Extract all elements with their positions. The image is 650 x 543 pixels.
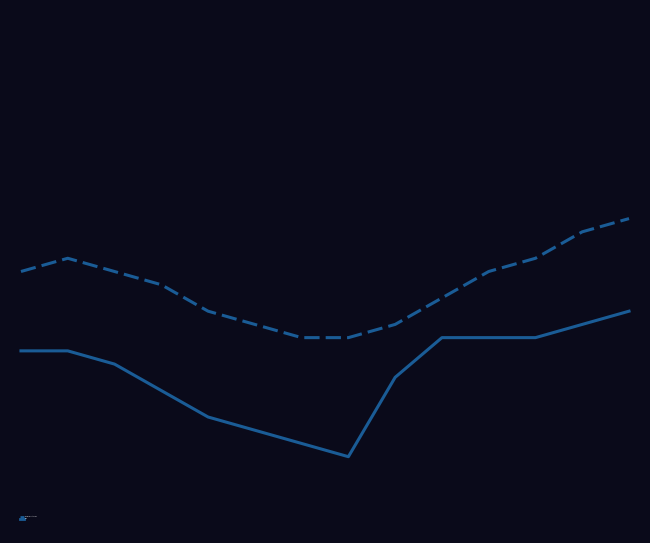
Legend: Government-wide, DHS: Government-wide, DHS [20,516,37,520]
